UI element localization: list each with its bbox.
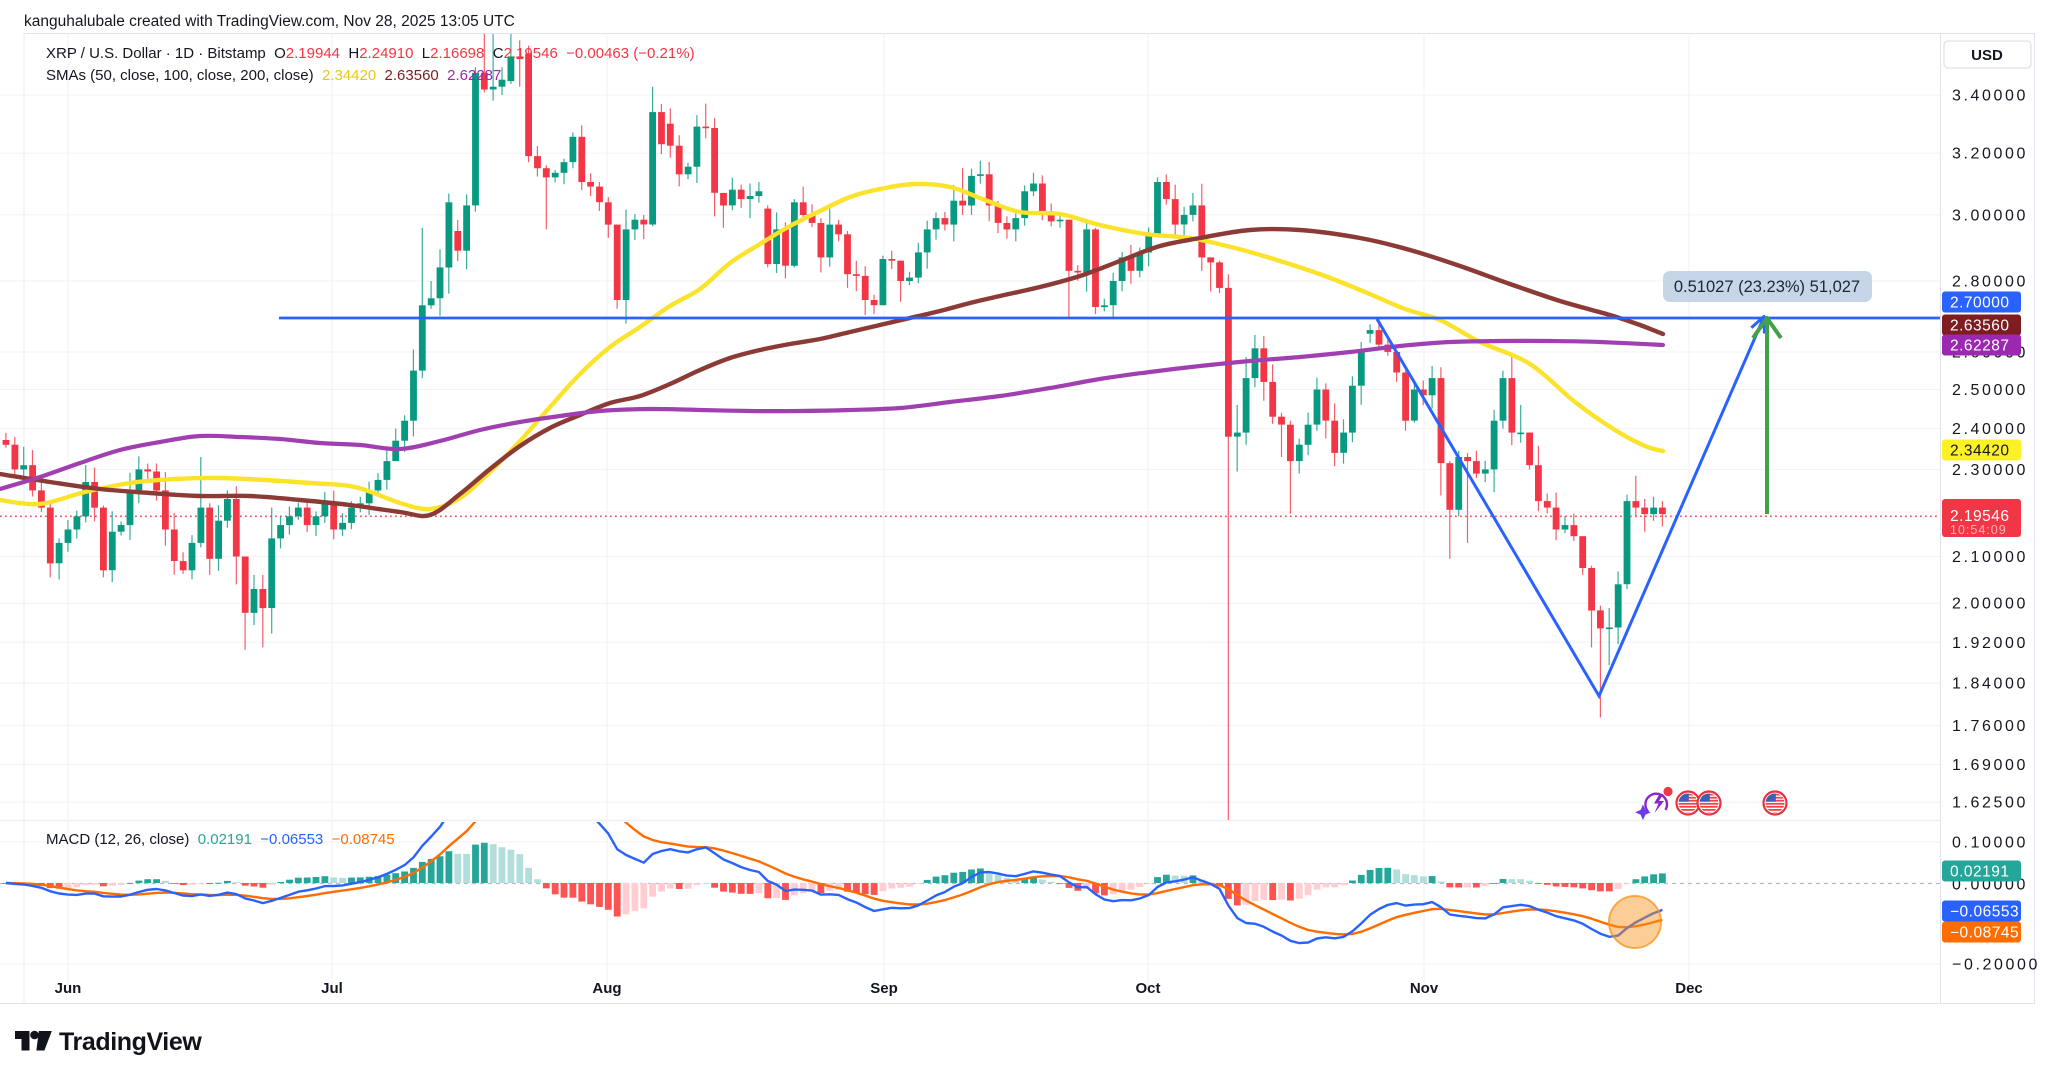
svg-text:2.00000: 2.00000 — [1952, 596, 2028, 613]
svg-text:0.10000: 0.10000 — [1952, 835, 2028, 852]
svg-text:10:54:09: 10:54:09 — [1950, 523, 2007, 537]
svg-text:2.40000: 2.40000 — [1952, 421, 2028, 438]
svg-text:3.40000: 3.40000 — [1952, 88, 2028, 105]
svg-text:−0.08745: −0.08745 — [1950, 925, 2019, 942]
svg-text:1.84000: 1.84000 — [1952, 676, 2028, 693]
svg-text:2.10000: 2.10000 — [1952, 549, 2028, 566]
svg-text:kanguhalubale created with Tra: kanguhalubale created with TradingView.c… — [24, 13, 515, 30]
svg-text:Dec: Dec — [1675, 980, 1703, 997]
svg-text:MACD (12, 26, close) 0.02191: MACD (12, 26, close) 0.02191 −0.06553 −0… — [46, 831, 395, 848]
svg-text:Oct: Oct — [1135, 980, 1160, 997]
svg-text:2.70000: 2.70000 — [1950, 295, 2010, 312]
svg-text:2.30000: 2.30000 — [1952, 462, 2028, 479]
svg-text:XRP / U.S. Dollar · 1D · Bitst: XRP / U.S. Dollar · 1D · Bitstamp O2.199… — [46, 45, 695, 62]
svg-text:2.80000: 2.80000 — [1952, 274, 2028, 291]
svg-text:1.69000: 1.69000 — [1952, 757, 2028, 774]
svg-text:2.50000: 2.50000 — [1952, 382, 2028, 399]
svg-text:−0.06553: −0.06553 — [1950, 904, 2019, 921]
svg-text:Sep: Sep — [870, 980, 898, 997]
svg-text:Nov: Nov — [1410, 980, 1439, 997]
svg-text:1.76000: 1.76000 — [1952, 718, 2028, 735]
svg-text:Aug: Aug — [592, 980, 621, 997]
svg-text:2.62287: 2.62287 — [1950, 338, 2010, 355]
svg-text:Jul: Jul — [321, 980, 343, 997]
svg-text:1.62500: 1.62500 — [1952, 795, 2028, 812]
svg-text:SMAs (50, close, 100, close, 2: SMAs (50, close, 100, close, 200, close)… — [46, 67, 501, 84]
svg-text:2.63560: 2.63560 — [1950, 318, 2010, 335]
svg-text:0.51027 (23.23%) 51,027: 0.51027 (23.23%) 51,027 — [1674, 278, 1860, 296]
svg-text:TradingView: TradingView — [59, 1028, 202, 1056]
svg-text:1.92000: 1.92000 — [1952, 635, 2028, 652]
svg-text:−0.20000: −0.20000 — [1952, 957, 2040, 974]
svg-text:3.20000: 3.20000 — [1952, 146, 2028, 163]
svg-text:2.34420: 2.34420 — [1950, 443, 2010, 460]
svg-text:Jun: Jun — [55, 980, 82, 997]
svg-text:0.02191: 0.02191 — [1950, 864, 2010, 881]
svg-text:USD: USD — [1971, 47, 2003, 64]
svg-text:2.19546: 2.19546 — [1950, 508, 2010, 525]
svg-text:3.00000: 3.00000 — [1952, 207, 2028, 224]
